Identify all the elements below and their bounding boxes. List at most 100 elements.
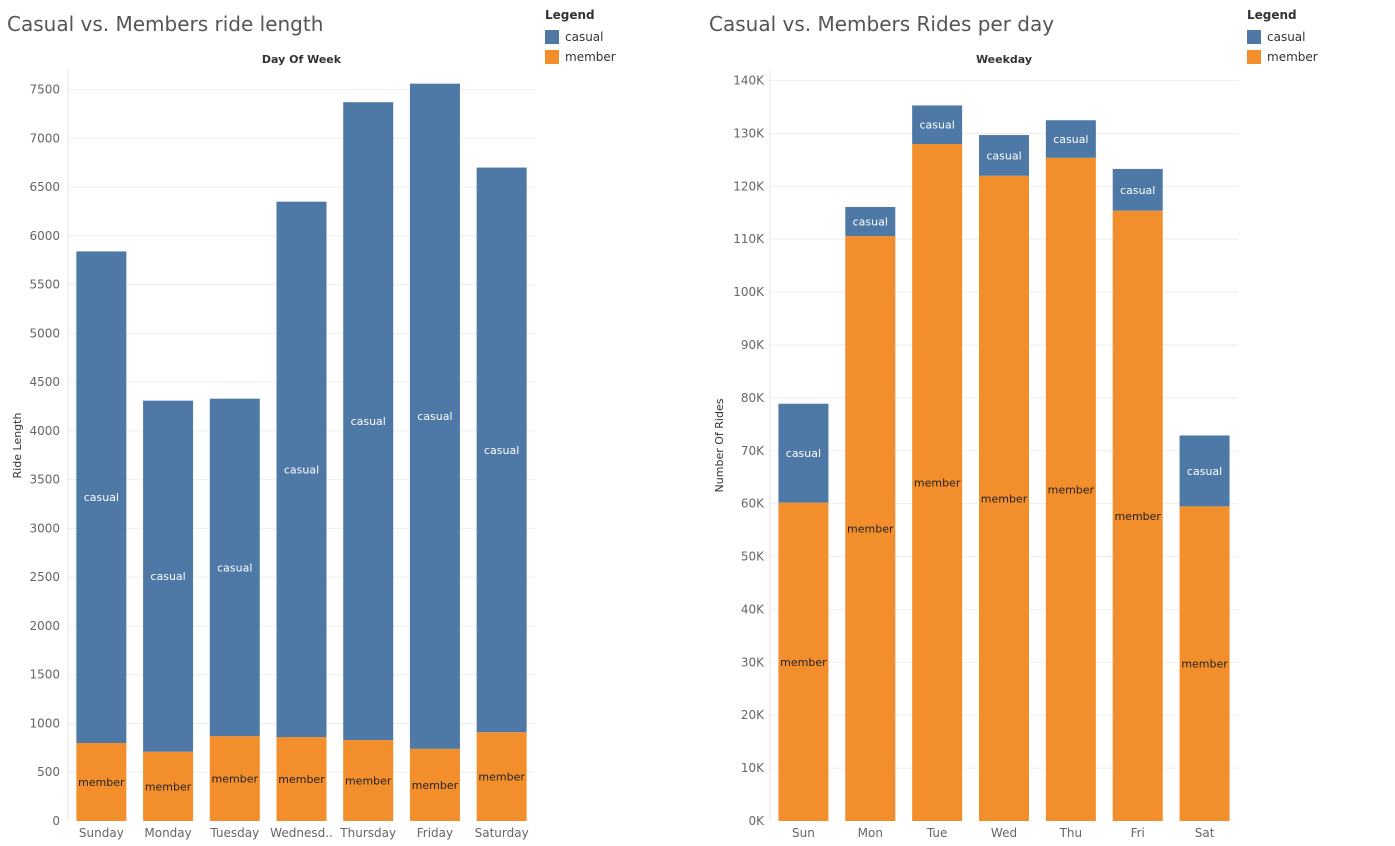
y-tick-label: 7500 bbox=[29, 83, 60, 97]
bar-label-member: member bbox=[780, 656, 827, 669]
legend-item-casual[interactable]: casual bbox=[1247, 27, 1318, 47]
x-tick-label: Wednesd.. bbox=[270, 826, 333, 840]
bar-label-casual: casual bbox=[1120, 184, 1155, 197]
bar-label-casual: casual bbox=[217, 561, 252, 574]
x-tick-label: Thu bbox=[1059, 826, 1083, 840]
y-tick-label: 40K bbox=[741, 602, 765, 616]
y-tick-label: 80K bbox=[741, 391, 765, 405]
y-tick-label: 1500 bbox=[29, 668, 60, 682]
bar-casual bbox=[979, 135, 1029, 176]
y-tick-label: 110K bbox=[733, 232, 765, 246]
legend-swatch-casual bbox=[545, 30, 559, 44]
x-tick-label: Wed bbox=[991, 826, 1017, 840]
y-tick-label: 30K bbox=[741, 655, 765, 669]
bar-label-member: member bbox=[478, 771, 525, 784]
bar-label-casual: casual bbox=[919, 119, 954, 132]
bar-casual bbox=[476, 167, 527, 733]
x-tick-label: Sat bbox=[1195, 826, 1215, 840]
bar-member bbox=[1112, 210, 1163, 821]
y-tick-label: 130K bbox=[733, 126, 765, 140]
x-tick-label: Sun bbox=[792, 826, 815, 840]
bar-label-member: member bbox=[1048, 483, 1095, 496]
bar-label-casual: casual bbox=[150, 570, 185, 583]
bar-casual bbox=[409, 83, 460, 749]
bar-casual bbox=[845, 206, 896, 237]
legend-item-member[interactable]: member bbox=[1247, 47, 1318, 67]
x-tick-label: Friday bbox=[417, 826, 453, 840]
bar-casual bbox=[1112, 168, 1163, 211]
legend-item-member[interactable]: member bbox=[545, 47, 616, 67]
legend-label-casual: casual bbox=[565, 30, 604, 44]
x-tick-label: Monday bbox=[144, 826, 191, 840]
legend-label-member: member bbox=[1267, 50, 1318, 64]
x-tick-label: Saturday bbox=[475, 826, 529, 840]
legend-label-casual: casual bbox=[1267, 30, 1306, 44]
bar-label-member: member bbox=[914, 477, 961, 490]
bar-label-casual: casual bbox=[853, 216, 888, 229]
y-tick-label: 120K bbox=[733, 179, 765, 193]
bar-label-member: member bbox=[278, 773, 325, 786]
chart-header-label: Weekday bbox=[976, 53, 1032, 66]
y-tick-label: 500 bbox=[37, 765, 60, 779]
bar-member bbox=[343, 740, 394, 821]
bar-label-casual: casual bbox=[417, 410, 452, 423]
y-tick-label: 3500 bbox=[29, 473, 60, 487]
bar-label-member: member bbox=[1181, 658, 1228, 671]
chart-header-label: Day Of Week bbox=[262, 53, 342, 66]
bar-label-member: member bbox=[981, 492, 1028, 505]
bar-member bbox=[276, 737, 327, 821]
bar-label-casual: casual bbox=[1187, 465, 1222, 478]
y-tick-label: 3000 bbox=[29, 521, 60, 535]
bar-casual bbox=[209, 398, 260, 737]
y-tick-label: 100K bbox=[733, 285, 765, 299]
legend-label-member: member bbox=[565, 50, 616, 64]
y-tick-label: 4000 bbox=[29, 424, 60, 438]
bar-label-casual: casual bbox=[786, 447, 821, 460]
legend-title: Legend bbox=[1247, 8, 1297, 22]
x-tick-label: Sunday bbox=[79, 826, 124, 840]
bar-casual bbox=[276, 201, 327, 738]
chart-title-ride-length: Casual vs. Members ride length bbox=[7, 12, 324, 36]
y-tick-label: 70K bbox=[741, 444, 765, 458]
y-tick-label: 60K bbox=[741, 497, 765, 511]
bar-label-member: member bbox=[78, 776, 125, 789]
legend-item-casual[interactable]: casual bbox=[545, 27, 616, 47]
x-tick-label: Mon bbox=[858, 826, 883, 840]
bar-member bbox=[778, 502, 829, 821]
bar-member bbox=[1045, 157, 1096, 821]
y-axis-title: Ride Length bbox=[11, 413, 24, 479]
y-tick-label: 0 bbox=[52, 814, 60, 828]
bar-label-casual: casual bbox=[84, 491, 119, 504]
legend-rides-per-day: Legend casual member bbox=[1247, 8, 1318, 67]
bar-member bbox=[143, 751, 194, 821]
y-tick-label: 20K bbox=[741, 708, 765, 722]
y-tick-label: 0K bbox=[748, 814, 765, 828]
bar-label-member: member bbox=[145, 780, 192, 793]
y-tick-label: 2000 bbox=[29, 619, 60, 633]
bar-casual bbox=[1179, 435, 1230, 507]
bar-member bbox=[845, 236, 896, 822]
bar-casual bbox=[76, 251, 127, 743]
bar-casual bbox=[143, 400, 194, 752]
y-tick-label: 10K bbox=[741, 761, 765, 775]
y-tick-label: 1000 bbox=[29, 716, 60, 730]
legend-title: Legend bbox=[545, 8, 595, 22]
chart-title-rides-per-day: Casual vs. Members Rides per day bbox=[709, 12, 1055, 36]
bar-label-member: member bbox=[1114, 510, 1161, 523]
bar-label-casual: casual bbox=[1053, 133, 1088, 146]
bar-label-member: member bbox=[412, 779, 459, 792]
bar-member bbox=[409, 748, 460, 821]
y-tick-label: 50K bbox=[741, 550, 765, 564]
bar-member bbox=[912, 144, 963, 822]
bar-label-member: member bbox=[345, 775, 392, 788]
y-tick-label: 6000 bbox=[29, 229, 60, 243]
bar-label-casual: casual bbox=[986, 149, 1021, 162]
bar-casual bbox=[1045, 120, 1096, 158]
y-tick-label: 4500 bbox=[29, 375, 60, 389]
y-tick-label: 140K bbox=[733, 74, 765, 88]
legend-ride-length: Legend casual member bbox=[545, 8, 616, 67]
bar-casual bbox=[343, 102, 394, 741]
legend-swatch-member bbox=[545, 50, 559, 64]
y-tick-label: 5500 bbox=[29, 278, 60, 292]
